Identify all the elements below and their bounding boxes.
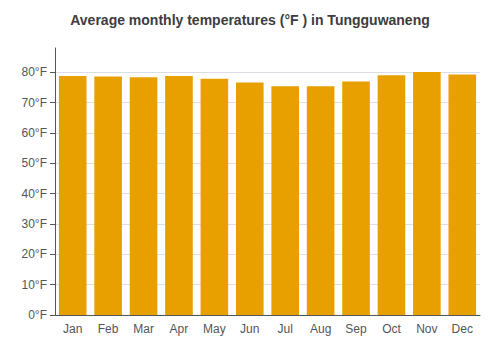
svg-text:Mar: Mar <box>133 322 154 336</box>
svg-text:Oct: Oct <box>382 322 401 336</box>
svg-text:Jan: Jan <box>63 322 82 336</box>
svg-text:Aug: Aug <box>310 322 331 336</box>
svg-text:Jun: Jun <box>240 322 259 336</box>
svg-text:70°F: 70°F <box>22 96 47 110</box>
svg-text:May: May <box>203 322 226 336</box>
svg-text:80°F: 80°F <box>22 65 47 79</box>
svg-text:0°F: 0°F <box>28 308 47 322</box>
svg-text:50°F: 50°F <box>22 156 47 170</box>
svg-text:Sep: Sep <box>345 322 367 336</box>
svg-text:Nov: Nov <box>416 322 437 336</box>
svg-text:Apr: Apr <box>170 322 189 336</box>
svg-text:10°F: 10°F <box>22 278 47 292</box>
svg-text:20°F: 20°F <box>22 247 47 261</box>
svg-text:30°F: 30°F <box>22 217 47 231</box>
svg-text:Average monthly temperatures (: Average monthly temperatures (°F ) in Tu… <box>70 12 430 28</box>
svg-text:40°F: 40°F <box>22 187 47 201</box>
svg-text:60°F: 60°F <box>22 126 47 140</box>
svg-text:Feb: Feb <box>98 322 119 336</box>
svg-text:Jul: Jul <box>278 322 293 336</box>
svg-text:Dec: Dec <box>452 322 473 336</box>
